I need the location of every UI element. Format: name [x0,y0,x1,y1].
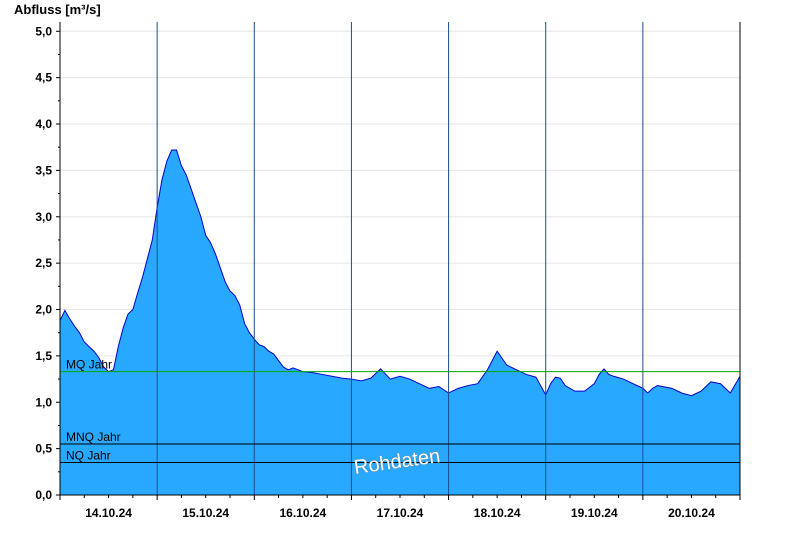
discharge-area [60,149,740,496]
ref-label-1: MNQ Jahr [66,430,121,444]
ref-label-2: NQ Jahr [66,449,111,463]
y-tick-label-9: 4,5 [35,71,52,85]
x-tick-label-4: 18.10.24 [474,506,521,520]
y-tick-label-0: 0,0 [35,488,52,502]
y-tick-label-3: 1,5 [35,349,52,363]
x-tick-label-5: 19.10.24 [571,506,618,520]
x-tick-label-1: 15.10.24 [182,506,229,520]
axes [56,22,741,500]
x-tick-label-3: 17.10.24 [377,506,424,520]
ref-label-0: MQ Jahr [66,358,112,372]
y-tick-label-2: 1,0 [35,395,52,409]
reference-lines: MQ Jahr MNQ Jahr NQ Jahr [60,358,740,464]
y-axis-title: Abfluss [m³/s] [14,2,101,17]
y-tick-label-7: 3,5 [35,163,52,177]
y-tick-label-5: 2,5 [35,256,52,270]
y-tick-label-6: 3,0 [35,210,52,224]
y-tick-label-4: 2,0 [35,303,52,317]
y-tick-label-1: 0,5 [35,442,52,456]
x-tick-label-2: 16.10.24 [279,506,326,520]
y-tick-label-8: 4,0 [35,117,52,131]
plot-area [59,149,741,496]
day-separators [156,22,644,495]
x-tick-label-6: 20.10.24 [668,506,715,520]
tick-labels: 0,0 0,5 1,0 1,5 2,0 2,5 3,0 3,5 4,0 4,5 5,0 14.10.2… [35,24,715,520]
x-tick-label-0: 14.10.24 [85,506,132,520]
y-tick-label-10: 5,0 [35,24,52,38]
